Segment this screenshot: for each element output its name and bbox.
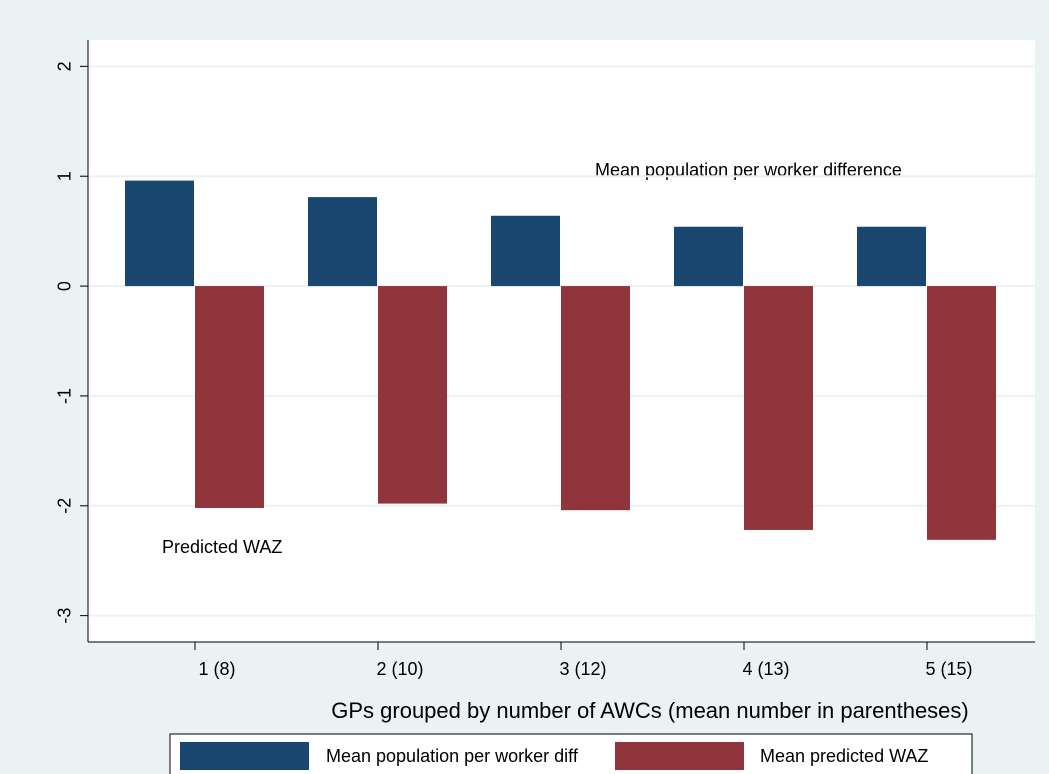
annotation: Predicted WAZ (162, 537, 282, 557)
x-tick-label: 3 (12) (559, 659, 606, 679)
bar (927, 286, 996, 540)
y-tick-label: -1 (55, 388, 75, 404)
bar (744, 286, 813, 530)
bar (561, 286, 630, 511)
bar (857, 226, 926, 287)
bar (125, 180, 194, 287)
legend-label: Mean predicted WAZ (760, 746, 928, 766)
bar (378, 286, 447, 504)
y-tick-label: 2 (55, 61, 75, 71)
annotation: Mean population per worker difference (595, 160, 902, 180)
legend-label: Mean population per worker diff (326, 746, 579, 766)
bar (491, 215, 560, 287)
x-tick-label: 4 (13) (742, 659, 789, 679)
x-axis-title: GPs grouped by number of AWCs (mean numb… (331, 698, 969, 723)
x-tick-label: 2 (10) (376, 659, 423, 679)
x-tick-label: 1 (8) (198, 659, 235, 679)
y-tick-label: -3 (55, 608, 75, 624)
legend-swatch (180, 742, 309, 770)
y-tick-label: 1 (55, 171, 75, 181)
bar (674, 226, 743, 287)
legend-swatch (615, 742, 744, 770)
bar (195, 286, 264, 508)
y-tick-label: 0 (55, 281, 75, 291)
x-tick-label: 5 (15) (925, 659, 972, 679)
y-tick-label: -2 (55, 498, 75, 514)
bar (308, 197, 377, 287)
